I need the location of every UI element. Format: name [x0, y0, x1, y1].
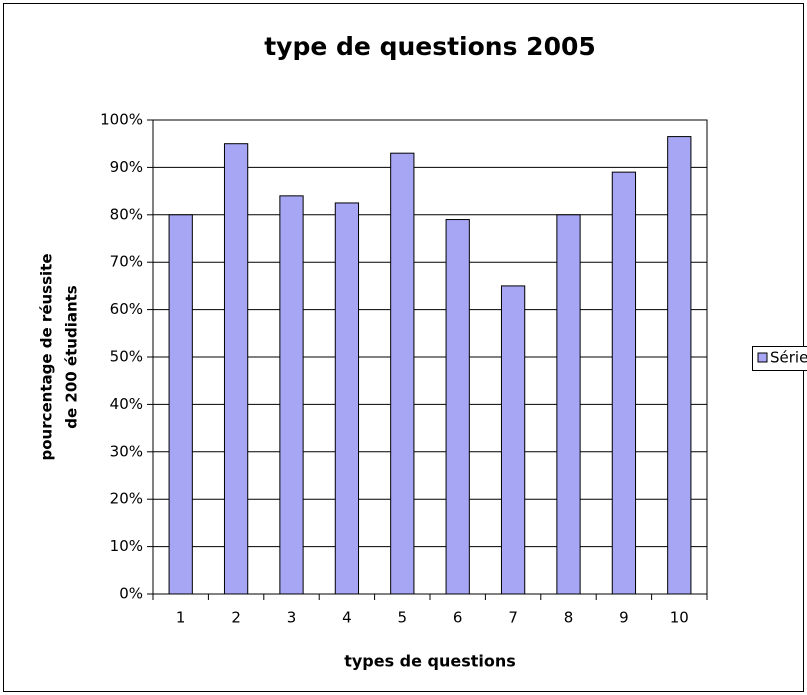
- bar: [168, 214, 193, 595]
- y-tick-label: 0%: [119, 585, 143, 603]
- chart-title: type de questions 2005: [264, 32, 596, 61]
- y-tick-label: 90%: [110, 158, 143, 176]
- y-tick-label: 10%: [110, 537, 143, 555]
- bar: [500, 285, 526, 595]
- x-tick-label: 3: [287, 609, 297, 627]
- x-tick-label: 4: [342, 609, 352, 627]
- x-tick-label: 10: [670, 609, 689, 627]
- bar: [556, 214, 581, 595]
- x-tick-label: 9: [619, 609, 629, 627]
- x-tick-label: 6: [453, 609, 463, 627]
- x-tick-label: 8: [564, 609, 574, 627]
- y-axis-label-line: pourcentage de réussite: [38, 253, 56, 460]
- bar: [445, 219, 470, 595]
- y-tick-label: 70%: [110, 253, 143, 271]
- y-axis-label-line: de 200 étudiants: [63, 285, 81, 429]
- x-tick-label: 7: [508, 609, 518, 627]
- y-tick-label: 40%: [110, 395, 143, 413]
- y-tick-label: 60%: [110, 300, 143, 318]
- y-tick-label: 100%: [100, 111, 143, 129]
- x-tick-label: 2: [231, 609, 241, 627]
- bar: [279, 195, 304, 595]
- bar: [334, 202, 360, 595]
- y-tick-label: 20%: [110, 490, 143, 508]
- bar: [667, 136, 692, 595]
- x-axis-label: types de questions: [344, 652, 516, 671]
- y-axis-label: pourcentage de réussite de 200 étudiants: [38, 253, 81, 460]
- bar: [390, 152, 415, 595]
- x-tick-label: 5: [398, 609, 408, 627]
- bar: [611, 171, 637, 595]
- legend-swatch: [757, 352, 768, 363]
- legend-label: Série1: [770, 349, 807, 367]
- x-tick-label: 1: [176, 609, 186, 627]
- y-tick-label: 50%: [110, 348, 143, 366]
- bar: [223, 143, 249, 595]
- y-tick-label: 30%: [110, 442, 143, 460]
- y-tick-label: 80%: [110, 205, 143, 223]
